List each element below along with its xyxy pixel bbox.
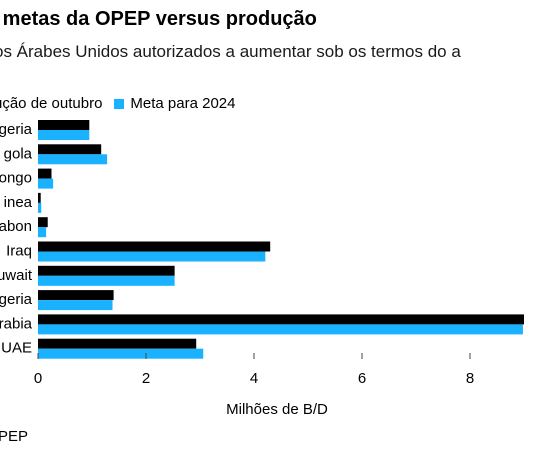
bar-target (38, 130, 90, 140)
bar-target (38, 251, 266, 262)
bar-production (38, 192, 41, 203)
source-note: PEP (0, 428, 29, 445)
legend-item-target: Meta para 2024 (114, 95, 236, 112)
category-label: inea (4, 194, 33, 211)
bar-production (38, 144, 102, 155)
category-label: abon (0, 218, 32, 235)
category-label: geria (0, 291, 33, 308)
bar-target (38, 154, 108, 165)
bar-production (38, 338, 197, 349)
x-tick-label: 0 (34, 370, 42, 387)
x-tick-label: 4 (250, 370, 258, 387)
bar-production (38, 241, 271, 252)
category-label: geria (0, 121, 33, 138)
bar-production (38, 265, 175, 276)
bar-production (38, 314, 524, 325)
category-label: uwait (0, 267, 33, 284)
x-tick-label: 6 (358, 370, 366, 387)
bar-target (38, 178, 54, 189)
category-label: gola (4, 145, 33, 162)
bar-target (38, 324, 523, 335)
legend-item-production: ução de outubro (0, 95, 102, 112)
category-label: Iraq (6, 243, 32, 260)
bar-target (38, 275, 175, 286)
chart-title: s metas da OPEP versus produção (0, 8, 317, 30)
bar-production (38, 217, 48, 228)
bar-target (38, 300, 113, 311)
legend-label-target: Meta para 2024 (130, 95, 236, 112)
bar-target (38, 202, 42, 213)
x-tick-label: 8 (466, 370, 474, 387)
bar-production (38, 290, 114, 301)
category-label: UAE (1, 340, 32, 357)
bar-production (38, 120, 90, 130)
bar-target (38, 348, 204, 359)
category-label: rabia (0, 315, 33, 332)
category-label: ongo (0, 170, 32, 187)
x-tick-label: 2 (142, 370, 150, 387)
x-axis-title: Milhões de B/D (226, 401, 328, 418)
bar-production (38, 168, 52, 179)
bar-target (38, 227, 47, 238)
legend: ução de outubro Meta para 2024 (0, 95, 248, 112)
legend-label-production: ução de outubro (0, 95, 103, 112)
chart-subtitle: os Árabes Unidos autorizados a aumentar … (0, 42, 461, 61)
legend-swatch-target (114, 98, 125, 109)
